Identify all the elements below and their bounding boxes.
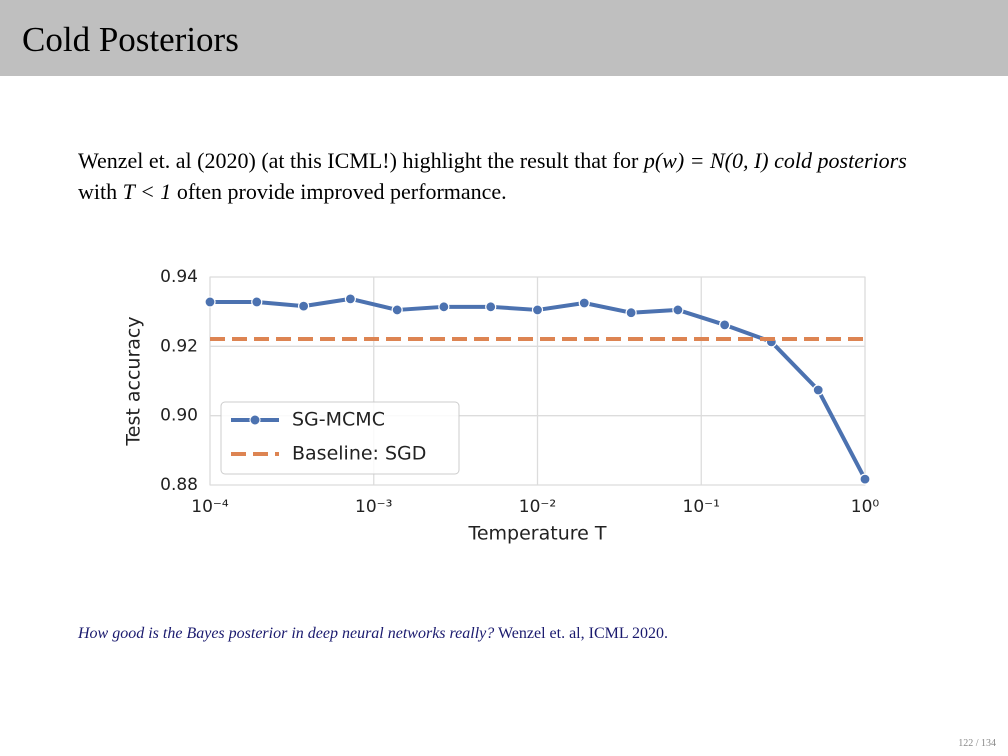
x-axis-label: Temperature T [467, 523, 606, 545]
page-number: 122 / 134 [958, 738, 996, 749]
legend-label: Baseline: SGD [292, 443, 426, 465]
y-tick-label: 0.88 [160, 475, 198, 495]
data-point [344, 293, 356, 305]
y-axis-label: Test accuracy [123, 316, 145, 446]
x-tick-label: 10⁻³ [355, 497, 392, 517]
slide-title: Cold Posteriors [22, 20, 239, 59]
data-point [859, 473, 871, 485]
citation: How good is the Bayes posterior in deep … [78, 625, 668, 643]
authors: Wenzel et. al, ICML 2020. [494, 625, 669, 642]
data-point [672, 304, 684, 316]
y-tick-label: 0.90 [160, 406, 198, 426]
data-point [438, 301, 450, 313]
math: T < 1 [122, 179, 172, 204]
text: with [78, 179, 123, 204]
legend-box [220, 401, 460, 475]
x-tick-label: 10⁻¹ [683, 497, 720, 517]
legend-label: SG-MCMC [292, 409, 385, 431]
x-tick-label: 10⁰ [851, 497, 880, 517]
data-point [298, 300, 310, 312]
text: Wenzel et. al (2020) (at this ICML!) hig… [78, 148, 644, 173]
legend-marker [249, 414, 261, 426]
data-point [531, 304, 544, 316]
data-point [204, 296, 216, 308]
data-point [625, 307, 637, 319]
data-point [391, 304, 403, 316]
data-point [812, 384, 824, 396]
paper-title: How good is the Bayes posterior in deep … [78, 625, 495, 642]
data-point [485, 301, 497, 313]
data-point [719, 319, 731, 331]
body-text: Wenzel et. al (2020) (at this ICML!) hig… [78, 145, 938, 207]
x-tick-label: 10⁻² [519, 497, 556, 517]
math: p(w) = N(0, I) [643, 148, 769, 173]
header-bar: Cold Posteriors [0, 0, 1008, 76]
data-point [578, 297, 590, 309]
y-tick-label: 0.92 [160, 336, 198, 356]
x-tick-label: 10⁻⁴ [191, 497, 229, 517]
y-tick-label: 0.94 [160, 267, 198, 287]
text: often provide improved performance. [171, 179, 507, 204]
data-point [251, 296, 263, 308]
emphasis: cold posteriors [768, 148, 907, 173]
